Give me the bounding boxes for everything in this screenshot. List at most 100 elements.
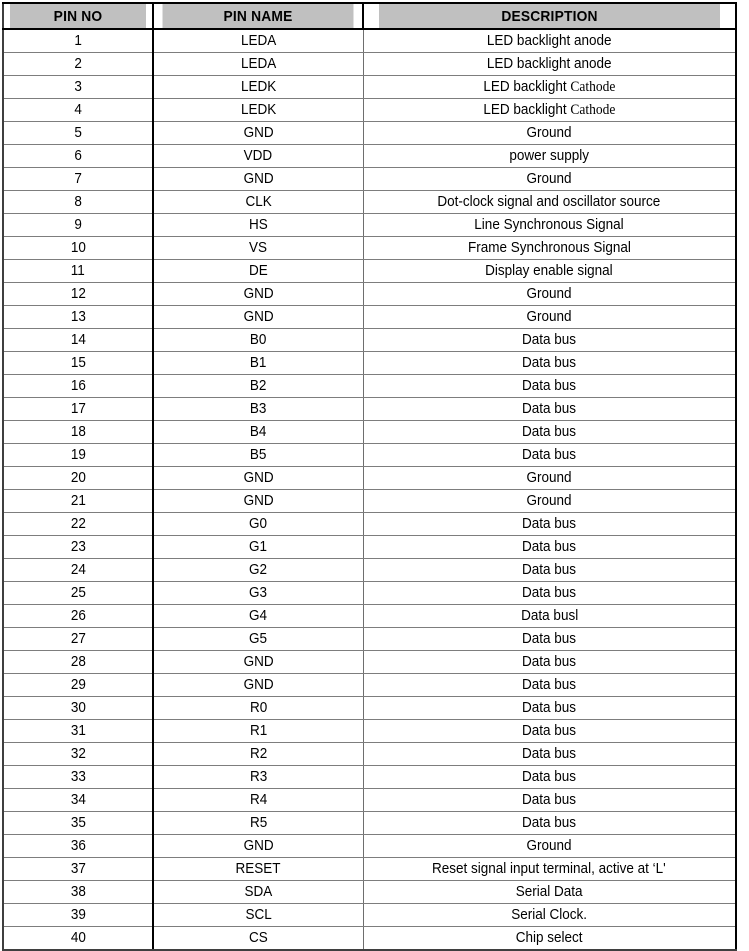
cell-pin-name: RESET [153, 857, 364, 881]
table-row: 28 GND Data bus [2, 650, 737, 674]
pin-no-value: 2 [74, 55, 82, 72]
cell-description: Ground [363, 834, 737, 858]
cell-description: Ground [363, 305, 737, 329]
cell-pin-no: 30 [2, 696, 154, 720]
description-value: Data bus [522, 745, 577, 762]
pin-no-value: 30 [70, 699, 86, 716]
pin-no-value: 36 [70, 837, 86, 854]
cell-pin-no: 11 [2, 259, 154, 283]
pin-name-value: GND [243, 170, 274, 187]
cell-pin-no: 39 [2, 903, 154, 927]
description-value: Data bus [522, 561, 577, 578]
cell-description: Data bus [363, 742, 737, 766]
description-value: Frame Synchronous Signal [467, 239, 631, 256]
table-row: 35 R5 Data bus [2, 811, 737, 835]
cell-pin-name: R1 [153, 719, 364, 743]
cell-description: Data bus [363, 374, 737, 398]
table-row: 13 GND Ground [2, 305, 737, 329]
description-value: Data bus [522, 584, 577, 601]
pin-name-value: G5 [249, 630, 268, 647]
description-value: LED backlight anode [486, 32, 612, 49]
description-value: Data bus [522, 653, 577, 670]
table-row: 30 R0 Data bus [2, 696, 737, 720]
description-value: Display enable signal [485, 262, 614, 279]
cell-pin-no: 22 [2, 512, 154, 536]
pin-name-value: B1 [249, 354, 267, 371]
description-value: Chip select [515, 929, 583, 946]
pin-name-value: LEDA [240, 55, 276, 72]
table-row: 1 LEDA LED backlight anode [2, 28, 737, 53]
pin-name-value: B5 [249, 446, 267, 463]
cell-pin-name: R3 [153, 765, 364, 789]
cell-description: Data bus [363, 420, 737, 444]
description-text-sans: LED backlight [483, 101, 571, 118]
cell-pin-no: 2 [2, 52, 154, 76]
table-row: 18 B4 Data bus [2, 420, 737, 444]
pin-no-value: 17 [70, 400, 86, 417]
cell-pin-name: VS [153, 236, 364, 260]
pin-no-value: 15 [70, 354, 86, 371]
pin-no-value: 8 [74, 193, 82, 210]
cell-description: Line Synchronous Signal [363, 213, 737, 237]
cell-pin-name: B1 [153, 351, 364, 375]
pin-no-value: 21 [70, 492, 86, 509]
cell-description: LED backlight Cathode [363, 98, 737, 122]
table-row: 21 GND Ground [2, 489, 737, 513]
description-value: Ground [526, 469, 572, 486]
description-value: LED backlight Cathode [483, 77, 615, 97]
cell-description: LED backlight anode [363, 28, 737, 53]
pin-name-value: GND [243, 308, 274, 325]
cell-pin-name: LEDA [153, 28, 364, 53]
pin-no-value: 33 [70, 768, 86, 785]
cell-pin-no: 15 [2, 351, 154, 375]
table-row: 11 DE Display enable signal [2, 259, 737, 283]
pin-no-value: 38 [70, 883, 86, 900]
cell-pin-name: GND [153, 282, 364, 306]
cell-pin-no: 19 [2, 443, 154, 467]
cell-pin-no: 33 [2, 765, 154, 789]
pin-name-value: R4 [249, 791, 267, 808]
cell-description: Data bus [363, 650, 737, 674]
table-row: 26 G4 Data busl [2, 604, 737, 628]
pin-no-value: 31 [70, 722, 86, 739]
pin-name-value: CLK [245, 193, 272, 210]
cell-description: Frame Synchronous Signal [363, 236, 737, 260]
cell-description: Data bus [363, 581, 737, 605]
pin-no-value: 25 [70, 584, 86, 601]
pin-name-value: SDA [244, 883, 273, 900]
pin-no-value: 26 [70, 607, 86, 624]
cell-pin-no: 5 [2, 121, 154, 145]
cell-pin-no: 21 [2, 489, 154, 513]
cell-description: Ground [363, 489, 737, 513]
table-row: 40 CS Chip select [2, 926, 737, 951]
cell-pin-name: LEDK [153, 75, 364, 99]
description-text-serif: Cathode [570, 79, 616, 95]
table-row: 4 LEDK LED backlight Cathode [2, 98, 737, 122]
table-body: 1 LEDA LED backlight anode 2 LEDA LED backlig… [2, 28, 737, 951]
table-row: 3 LEDK LED backlight Cathode [2, 75, 737, 99]
pin-name-value: GND [243, 469, 274, 486]
cell-pin-no: 20 [2, 466, 154, 490]
pin-no-value: 1 [74, 32, 82, 49]
column-header-description: DESCRIPTION [376, 2, 722, 30]
pin-no-value: 11 [70, 262, 86, 279]
description-value: Ground [526, 170, 572, 187]
pin-name-value: G0 [249, 515, 268, 532]
cell-pin-name: LEDA [153, 52, 364, 76]
cell-description: Chip select [363, 926, 737, 951]
table-row: 29 GND Data bus [2, 673, 737, 697]
cell-pin-name: G0 [153, 512, 364, 536]
pin-no-value: 35 [70, 814, 86, 831]
cell-pin-name: SCL [153, 903, 364, 927]
cell-description: LED backlight Cathode [363, 75, 737, 99]
cell-description: Data bus [363, 351, 737, 375]
pin-name-value: R0 [249, 699, 267, 716]
cell-pin-name: DE [153, 259, 364, 283]
pin-no-value: 20 [70, 469, 86, 486]
table-row: 23 G1 Data bus [2, 535, 737, 559]
pin-no-value: 32 [70, 745, 86, 762]
cell-pin-no: 12 [2, 282, 154, 306]
pin-name-value: CS [248, 929, 268, 946]
cell-pin-no: 4 [2, 98, 154, 122]
cell-description: Dot-clock signal and oscillator source [363, 190, 737, 214]
